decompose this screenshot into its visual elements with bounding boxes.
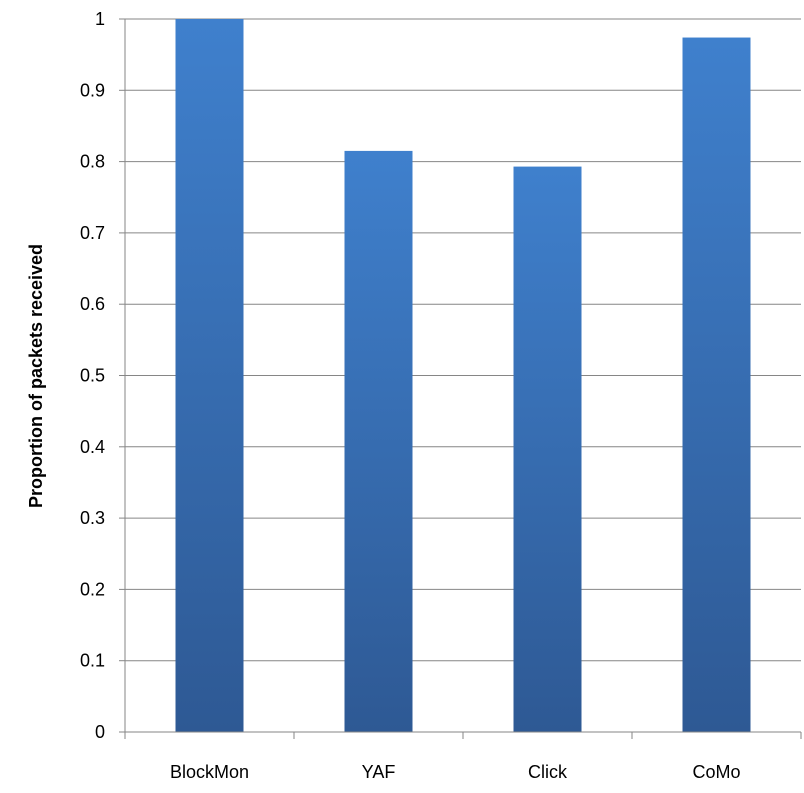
y-tick-label: 0.6	[80, 294, 105, 314]
y-tick-label: 0.8	[80, 152, 105, 172]
y-tick-label: 0.1	[80, 651, 105, 671]
y-axis-title: Proportion of packets received	[26, 244, 46, 508]
bar-como	[682, 37, 751, 732]
bar-yaf	[344, 150, 413, 732]
bars	[175, 19, 751, 732]
y-tick-label: 1	[95, 9, 105, 29]
y-tick-label: 0.3	[80, 508, 105, 528]
y-tick-label: 0.9	[80, 80, 105, 100]
x-tick-label: Click	[528, 762, 568, 782]
x-tick-label: BlockMon	[170, 762, 249, 782]
y-tick-label: 0.2	[80, 579, 105, 599]
y-tick-label: 0	[95, 722, 105, 742]
tick-labels: 0 0.1 0.2 0.3 0.4 0.5 0.6 0.7 0.8 0.9 1 BlockMon YAF…	[80, 9, 741, 782]
axes	[119, 18, 802, 739]
bar-blockmon	[175, 19, 244, 732]
x-tick-label: YAF	[362, 762, 396, 782]
x-tick-label: CoMo	[692, 762, 740, 782]
y-tick-label: 0.7	[80, 223, 105, 243]
bar-click	[513, 166, 582, 732]
y-tick-label: 0.4	[80, 437, 105, 457]
y-tick-label: 0.5	[80, 366, 105, 386]
